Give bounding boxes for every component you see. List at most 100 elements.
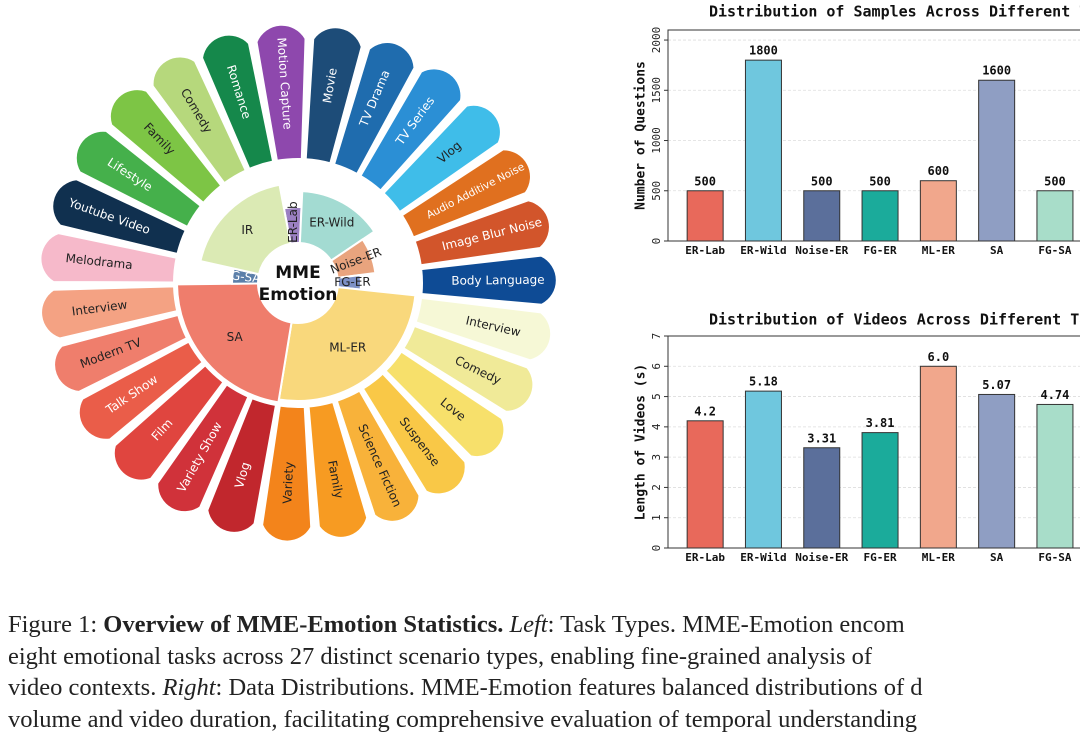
caption-text: volume and video duration, facilitating … [8, 705, 917, 733]
bar [919, 180, 957, 242]
y-axis-label: Length of Videos (s) [634, 364, 649, 521]
value-label: 5.18 [749, 375, 778, 389]
bar [803, 447, 841, 549]
caption-text: Overview of MME-Emotion Statistics. [103, 611, 504, 638]
scenario-petal [206, 396, 278, 534]
value-label: 3.31 [807, 431, 836, 445]
plot-frame [667, 29, 1080, 242]
bar [1036, 403, 1074, 549]
bar [803, 190, 841, 242]
caption-line: volume and video duration, facilitating … [8, 704, 1080, 736]
y-tick-label: 3 [650, 454, 663, 461]
x-tick-label: SA [990, 551, 1004, 564]
caption-text: : Task Types. MME-Emotion encom [547, 611, 905, 638]
bar [978, 393, 1016, 549]
scenario-petal [361, 372, 467, 496]
scenario-petal [156, 383, 250, 514]
scenario-petal [382, 103, 502, 214]
y-tick-label: 0 [650, 238, 663, 245]
scenario-petal [40, 285, 179, 340]
center-label: MME [275, 263, 320, 283]
y-tick-label: 2000 [650, 27, 663, 54]
scenario-petal [402, 324, 535, 413]
task-label: ML-ER [329, 341, 366, 355]
bar [978, 79, 1016, 242]
scenario-label: Motion Capture [274, 37, 294, 130]
bar [744, 390, 782, 549]
caption-line: video contexts. Right: Data Distribution… [8, 672, 1080, 704]
y-tick-label: 2 [650, 484, 663, 491]
task-label: FG-ER [334, 275, 371, 289]
x-tick-label: FG-ER [863, 244, 896, 257]
value-label: 600 [928, 164, 950, 178]
task-label: ER-Wild [309, 215, 354, 229]
bar [1036, 190, 1074, 242]
scenario-petal [304, 26, 363, 165]
x-tick-label: FG-SA [1038, 551, 1071, 564]
x-tick-label: Noise-ER [795, 244, 848, 257]
chart-title: Distribution of Samples Across Different… [709, 3, 1080, 21]
x-tick-label: FG-ER [863, 551, 896, 564]
center-circle [258, 243, 338, 323]
scenario-label: Variety [280, 461, 296, 504]
value-label: 500 [694, 174, 716, 188]
y-tick-label: 1500 [650, 77, 663, 104]
chart-title: Distribution of Videos Across Different … [709, 311, 1080, 329]
bar [861, 190, 899, 242]
value-label: 4.74 [1040, 388, 1069, 402]
scenario-petal [112, 363, 225, 482]
scenario-label: Melodrama [65, 251, 133, 272]
scenario-petal [359, 67, 463, 192]
scenario-petal [400, 148, 532, 239]
value-label: 500 [1044, 174, 1066, 188]
caption-text: Left [509, 611, 548, 638]
task-label: IR [241, 223, 253, 237]
plot-frame [667, 335, 1080, 549]
center-label: Emotion [259, 285, 338, 305]
value-label: 5.07 [982, 378, 1011, 392]
caption-text: eight emotional tasks across 27 distinct… [8, 642, 873, 670]
y-tick-label: 7 [650, 333, 663, 340]
bar [744, 59, 782, 242]
bar [686, 420, 724, 549]
scenario-petal [74, 129, 203, 229]
x-tick-label: ER-Wild [740, 244, 786, 257]
value-label: 4.2 [694, 404, 716, 418]
y-tick-label: 6 [650, 363, 663, 370]
scenario-petal [307, 400, 369, 539]
bar [861, 432, 899, 549]
y-tick-label: 5 [650, 393, 663, 400]
caption-line: eight emotional tasks across 27 distinct… [8, 641, 1080, 673]
value-label: 3.81 [866, 416, 895, 430]
y-tick-label: 1 [650, 514, 663, 521]
scenario-petal [413, 199, 551, 267]
scenario-petal [255, 23, 307, 162]
value-label: 1800 [749, 44, 778, 58]
scenario-petal [335, 389, 421, 523]
x-tick-label: Noise-ER [795, 551, 848, 564]
x-tick-label: FG-SA [1038, 244, 1071, 257]
value-label: 500 [811, 174, 833, 188]
caption-text: video contexts. [8, 674, 163, 701]
value-label: 1600 [982, 64, 1011, 78]
x-tick-label: ER-Wild [740, 551, 786, 564]
scenario-label: Movie [320, 67, 340, 104]
scenario-label: Body Language [451, 273, 544, 288]
bar [919, 365, 957, 549]
caption-text: Figure 1: [8, 611, 104, 638]
scenario-petal [261, 404, 313, 543]
scenario-petal [39, 232, 178, 284]
y-tick-label: 0 [650, 545, 663, 552]
scenario-petal [200, 33, 275, 171]
value-label: 6.0 [928, 350, 950, 364]
scenario-petal [51, 178, 188, 256]
task-label: FG-SA [223, 268, 262, 286]
x-tick-label: ML-ER [922, 244, 955, 257]
caption-text: : Data Distributions. MME-Emotion featur… [215, 674, 923, 701]
x-tick-label: ML-ER [922, 551, 955, 564]
y-tick-label: 500 [650, 181, 663, 201]
scenario-petal [151, 55, 248, 185]
task-label: ER-Lab [286, 201, 300, 242]
scenario-petal [77, 340, 205, 441]
